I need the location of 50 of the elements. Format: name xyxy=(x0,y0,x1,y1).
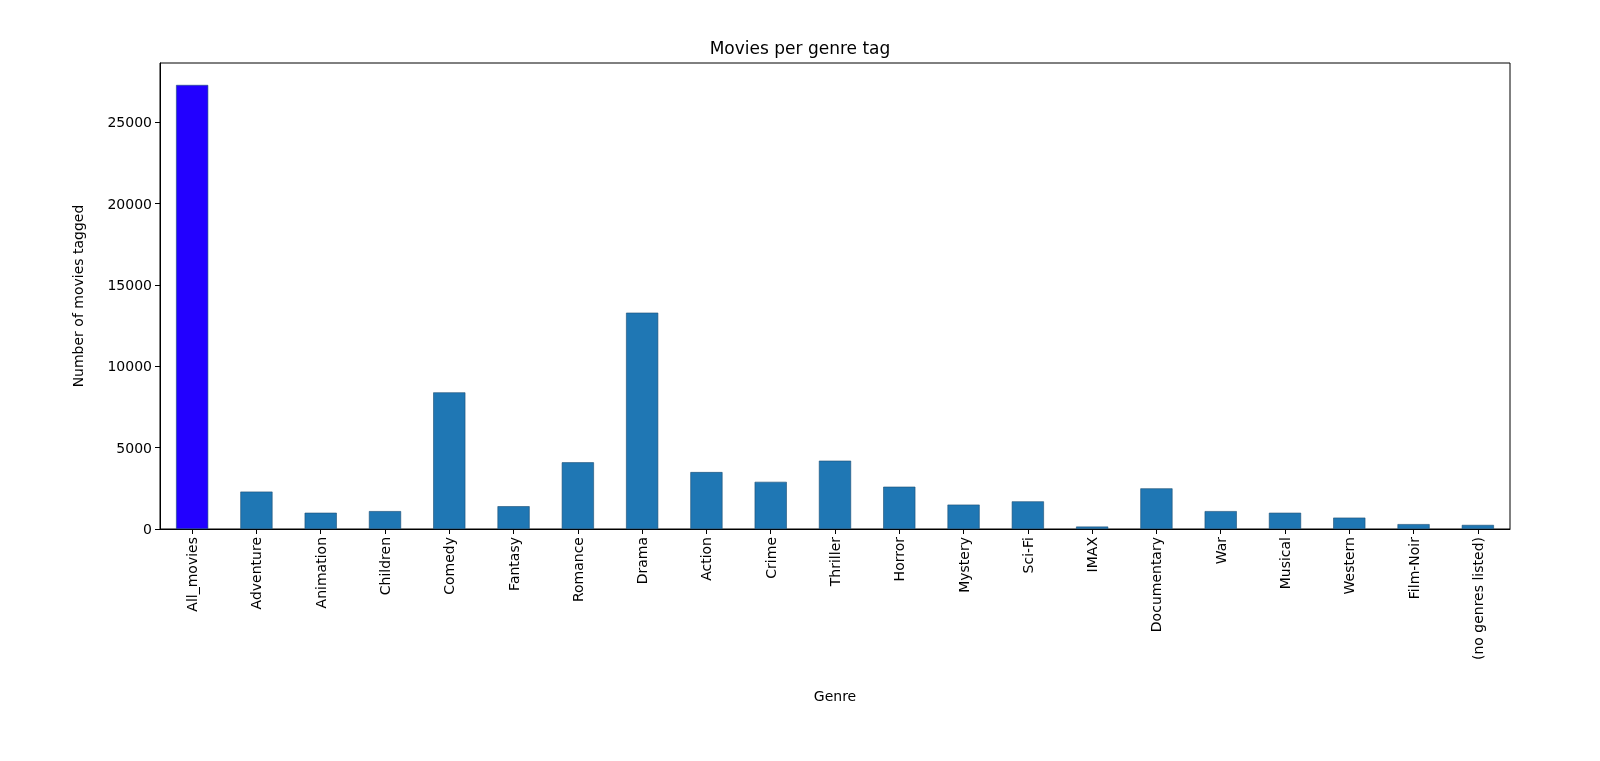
x-axis-title: Genre xyxy=(813,688,857,704)
bar xyxy=(304,512,337,529)
x-tick-label: Animation xyxy=(312,537,329,609)
x-tick-label: (no genres listed) xyxy=(1469,537,1486,661)
x-tick-label: Horror xyxy=(891,536,908,582)
bar xyxy=(433,392,466,529)
x-tick-label: Western xyxy=(1341,537,1358,595)
x-tick-label: Crime xyxy=(762,537,779,579)
bar xyxy=(1268,512,1302,529)
x-tick-label: Children xyxy=(377,537,393,596)
x-tick-label: Action xyxy=(698,537,715,581)
bar xyxy=(368,511,402,529)
x-tick-label: War xyxy=(1212,536,1229,565)
y-tick-label: 15000 xyxy=(107,277,152,294)
y-tick-label: 25000 xyxy=(107,114,152,131)
x-tick-label: IMAX xyxy=(1084,536,1101,573)
x-tick-label: Musical xyxy=(1277,537,1293,590)
bar xyxy=(1204,511,1237,529)
x-tick-label: Romance xyxy=(569,537,586,603)
y-tick-label: 20000 xyxy=(107,195,152,212)
x-tick-label: Adventure xyxy=(248,537,265,610)
y-tick-label: 10000 xyxy=(107,358,152,375)
bar xyxy=(1397,524,1430,529)
bar xyxy=(947,504,980,529)
y-tick-label: 0 xyxy=(143,521,152,537)
x-tick-label: All_movies xyxy=(184,537,201,612)
bar xyxy=(1011,501,1044,529)
bar xyxy=(818,460,852,529)
x-tick-label: Sci-Fi xyxy=(1019,537,1036,574)
bar xyxy=(561,462,594,529)
bar xyxy=(883,486,916,529)
x-tick-label: Fantasy xyxy=(505,537,522,591)
y-axis-title: Number of movies tagged xyxy=(70,204,86,388)
bar xyxy=(626,312,659,529)
bar xyxy=(1333,517,1366,529)
x-tick-label: Film-Noir xyxy=(1405,536,1422,600)
bar xyxy=(1461,524,1494,529)
x-tick-label: Mystery xyxy=(955,537,972,593)
bar xyxy=(497,506,530,529)
x-tick-label: Thriller xyxy=(827,536,843,588)
bar xyxy=(1140,488,1173,529)
x-tick-label: Drama xyxy=(634,537,651,585)
x-tick-label: Documentary xyxy=(1148,537,1165,633)
bar xyxy=(176,84,209,529)
x-tick-label: Comedy xyxy=(441,537,458,595)
bar xyxy=(690,472,723,529)
bar xyxy=(240,491,273,529)
bar xyxy=(754,481,787,529)
chart-title: Movies per genre tag xyxy=(709,37,891,58)
y-tick-label: 5000 xyxy=(116,439,152,456)
